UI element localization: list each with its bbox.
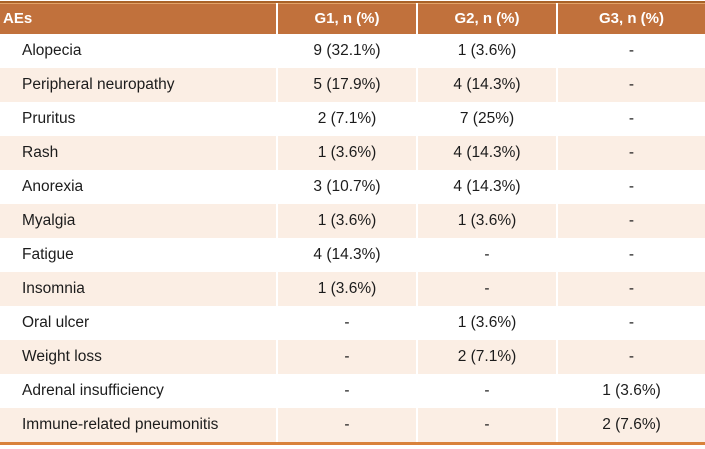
ae-label: Alopecia [0,34,278,68]
g3-value: 1 (3.6%) [558,374,705,408]
table-row: Rash 1 (3.6%) 4 (14.3%) - [0,136,705,170]
header-row: AEs G1, n (%) G2, n (%) G3, n (%) [0,3,705,34]
ae-label: Pruritus [0,102,278,136]
table-row: Peripheral neuropathy 5 (17.9%) 4 (14.3%… [0,68,705,102]
g1-value: 9 (32.1%) [278,34,418,68]
g1-value: - [278,408,418,442]
g1-value: - [278,306,418,340]
g3-value: - [558,136,705,170]
g3-value: - [558,204,705,238]
g3-value: - [558,340,705,374]
g2-value: - [418,272,558,306]
g1-value: 4 (14.3%) [278,238,418,272]
g1-value: 5 (17.9%) [278,68,418,102]
ae-label: Rash [0,136,278,170]
g3-value: 2 (7.6%) [558,408,705,442]
g1-value: 3 (10.7%) [278,170,418,204]
g2-value: 1 (3.6%) [418,34,558,68]
ae-label: Myalgia [0,204,278,238]
column-header-aes: AEs [0,3,278,34]
g1-value: 1 (3.6%) [278,204,418,238]
g2-value: 7 (25%) [418,102,558,136]
g2-value: - [418,238,558,272]
g1-value: - [278,340,418,374]
ae-label: Fatigue [0,238,278,272]
g2-value: - [418,374,558,408]
g3-value: - [558,170,705,204]
table-row: Adrenal insufficiency - - 1 (3.6%) [0,374,705,408]
table-row: Fatigue 4 (14.3%) - - [0,238,705,272]
column-header-g1: G1, n (%) [278,3,418,34]
table-row: Alopecia 9 (32.1%) 1 (3.6%) - [0,34,705,68]
ae-label: Anorexia [0,170,278,204]
g1-value: - [278,374,418,408]
g2-value: 4 (14.3%) [418,136,558,170]
ae-label: Oral ulcer [0,306,278,340]
column-header-g2: G2, n (%) [418,3,558,34]
table-row: Insomnia 1 (3.6%) - - [0,272,705,306]
ae-label: Immune-related pneumonitis [0,408,278,442]
g2-value: 2 (7.1%) [418,340,558,374]
table-row: Immune-related pneumonitis - - 2 (7.6%) [0,408,705,442]
g2-value: - [418,408,558,442]
g2-value: 1 (3.6%) [418,204,558,238]
ae-label: Adrenal insufficiency [0,374,278,408]
column-header-g3: G3, n (%) [558,3,705,34]
g2-value: 4 (14.3%) [418,68,558,102]
ae-label: Peripheral neuropathy [0,68,278,102]
g1-value: 1 (3.6%) [278,272,418,306]
g3-value: - [558,68,705,102]
g3-value: - [558,306,705,340]
table-row: Pruritus 2 (7.1%) 7 (25%) - [0,102,705,136]
g3-value: - [558,102,705,136]
g1-value: 2 (7.1%) [278,102,418,136]
table-row: Oral ulcer - 1 (3.6%) - [0,306,705,340]
table-row: Myalgia 1 (3.6%) 1 (3.6%) - [0,204,705,238]
g3-value: - [558,34,705,68]
g2-value: 1 (3.6%) [418,306,558,340]
ae-label: Weight loss [0,340,278,374]
table-row: Anorexia 3 (10.7%) 4 (14.3%) - [0,170,705,204]
table-row: Weight loss - 2 (7.1%) - [0,340,705,374]
ae-label: Insomnia [0,272,278,306]
g3-value: - [558,272,705,306]
g1-value: 1 (3.6%) [278,136,418,170]
g2-value: 4 (14.3%) [418,170,558,204]
g3-value: - [558,238,705,272]
